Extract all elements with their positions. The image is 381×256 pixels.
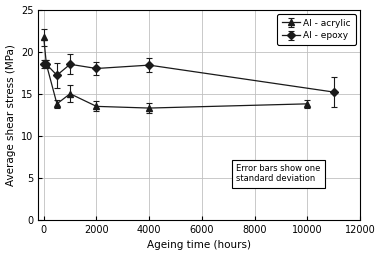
Legend: Al - acrylic, Al - epoxy: Al - acrylic, Al - epoxy	[277, 14, 355, 45]
Text: Error bars show one
standard deviation: Error bars show one standard deviation	[236, 164, 321, 183]
X-axis label: Ageing time (hours): Ageing time (hours)	[147, 240, 251, 250]
Y-axis label: Average shear stress (MPa): Average shear stress (MPa)	[6, 44, 16, 186]
